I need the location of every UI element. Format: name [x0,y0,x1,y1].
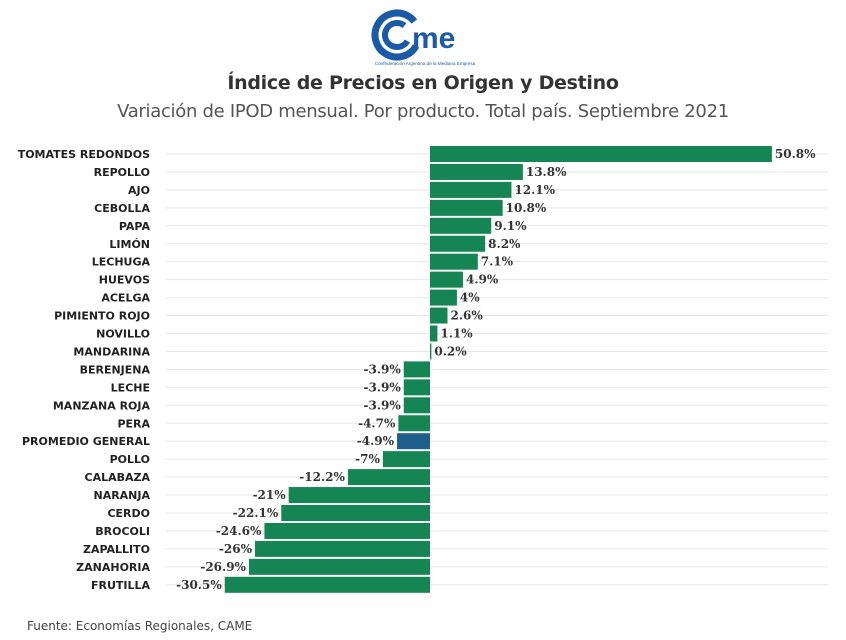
bar-cerdo [281,505,430,521]
category-label: FRUTILLA [91,579,151,592]
value-label: -12.2% [299,470,345,484]
value-label: 9.1% [494,219,527,233]
value-label: 8.2% [488,237,521,251]
came-logo-mark [371,9,423,61]
value-label: -24.6% [216,524,262,538]
came-logo: me Confederación Argentina de la Mediana… [371,9,476,66]
chart-subtitle: Variación de IPOD mensual. Por producto.… [117,101,729,122]
bar-huevos [430,271,463,288]
bar-naranja [288,487,430,504]
bar-mandarina [430,343,432,360]
category-label: TOMATES REDONDOS [18,148,150,161]
value-label: -26.9% [200,560,246,574]
category-label: POLLO [110,453,150,466]
category-label: CEBOLLA [94,202,150,215]
category-label: LECHUGA [92,256,151,269]
bar-ajo [430,181,512,198]
bar-tomates-redondos [430,146,772,162]
value-label: -21% [253,488,287,502]
value-label: -3.9% [363,398,401,412]
category-label: PERA [117,417,150,430]
value-label: 10.8% [506,201,547,215]
value-label: 1.1% [440,327,473,341]
category-label: ZAPALLITO [83,543,150,556]
value-label: -4.9% [357,434,395,448]
value-label: 4% [460,291,480,305]
bar-limón [430,235,486,252]
value-label: 4.9% [466,273,499,287]
came-logo-text: me [412,22,455,55]
category-label: CALABAZA [85,471,151,484]
bar-lechuga [430,253,478,270]
value-label: 50.8% [775,147,816,161]
category-label: ZANAHORIA [76,561,150,574]
bar-frutilla [224,576,430,593]
bar-manzana-roja [403,397,430,414]
bar-calabaza [347,469,430,486]
bar-berenjena [403,361,430,378]
bar-repollo [430,163,523,180]
category-label: LIMÓN [109,238,150,251]
value-label: 13.8% [526,165,567,179]
bar-pollo [382,451,430,468]
value-label: -22.1% [233,506,279,520]
bar-papa [430,217,492,234]
category-label: HUEVOS [99,274,150,287]
category-label: CERDO [107,507,150,520]
value-label: -3.9% [363,380,401,394]
category-label: AJO [128,184,150,197]
value-label: 12.1% [514,183,555,197]
bar-zanahoria [248,558,430,575]
value-label: -3.9% [363,362,401,376]
bar-cebolla [430,199,503,216]
source-note: Fuente: Economías Regionales, CAME [27,619,253,633]
value-label: 2.6% [450,309,483,323]
bar-promedio-general [397,433,430,450]
value-label: -26% [219,542,253,556]
value-label: 0.2% [434,344,467,358]
category-label: MANZANA ROJA [53,399,151,412]
category-label: NOVILLO [96,328,150,341]
category-label: ACELGA [101,292,150,305]
bar-zapallito [255,540,430,557]
category-label: PAPA [119,220,151,233]
bar-novillo [430,325,438,342]
category-label: PROMEDIO GENERAL [22,435,150,448]
category-label: LECHE [111,381,150,394]
chart-title: Índice de Precios en Origen y Destino [227,72,619,94]
bar-acelga [430,289,457,306]
category-label: MANDARINA [73,345,150,358]
bar-pera [398,415,430,432]
came-logo-tagline: Confederación Argentina de la Mediana Em… [375,61,476,66]
category-label: BERENJENA [80,363,151,376]
value-label: -4.7% [358,416,396,430]
value-label: -30.5% [176,578,222,592]
category-label: BROCOLI [95,525,150,538]
value-label: -7% [355,452,380,466]
bar-pimiento-rojo [430,307,448,324]
category-label: NARANJA [93,489,150,502]
value-label: 7.1% [481,255,514,269]
bar-brocoli [264,522,430,539]
bar-leche [403,379,430,396]
category-label: PIMIENTO ROJO [54,310,150,323]
category-label: REPOLLO [94,166,150,179]
